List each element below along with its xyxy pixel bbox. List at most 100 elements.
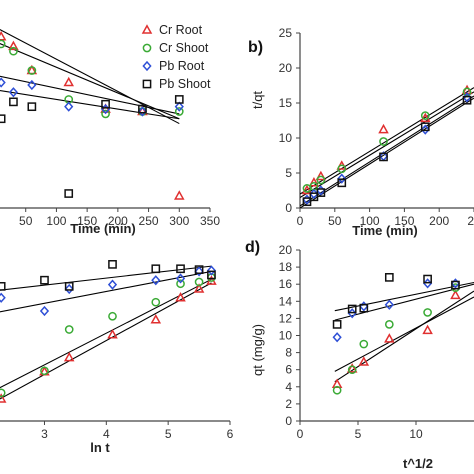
pb-shoot-point (423, 274, 432, 284)
y-tick-label: 5 (285, 166, 292, 180)
x-tick-label: 350 (200, 214, 220, 228)
y-tick-label: 20 (279, 61, 293, 75)
legend: Cr Root Cr Shoot Pb Root Pb Shoot (141, 23, 211, 91)
x-tick-label: 10 (409, 427, 423, 441)
cr-shoot-point (0, 39, 6, 49)
cr-root-point (150, 314, 162, 324)
pb-shoot-point (101, 99, 110, 109)
x-tick-label: 150 (77, 214, 97, 228)
pb-root-point (174, 101, 184, 112)
trend-line (0, 43, 180, 120)
panel-c-x-axis-label: ln t (90, 440, 110, 455)
legend-marker-shape (142, 79, 152, 89)
panel-c: 3 4 5 6 ln t (0, 260, 234, 455)
cr-shoot-point (423, 308, 432, 317)
cr-root-point (8, 40, 19, 51)
panel-d-letter: d) (245, 239, 260, 256)
x-tick-label: 6 (227, 427, 234, 441)
cr-shoot-point (462, 87, 472, 97)
panel-d-marks (331, 273, 474, 395)
x-tick-label: 5 (355, 427, 362, 441)
x-tick-label: 25 (467, 214, 474, 228)
cr-shoot-point (64, 325, 74, 334)
panel-a: 50 100 150 200 250 300 350 Time (min) (0, 29, 220, 236)
cr-shoot-point (420, 111, 430, 120)
pb-root-point (384, 299, 394, 310)
pb-root-point (0, 292, 6, 303)
trend-line (0, 75, 180, 115)
pb-shoot-point (174, 95, 184, 104)
legend-label: Pb Shoot (159, 77, 211, 91)
pb-root-point (39, 305, 50, 317)
x-tick-label: 5 (165, 427, 172, 441)
cr-root-point (63, 76, 74, 87)
cr-root-point (301, 184, 313, 195)
pb-shoot-point (384, 273, 394, 282)
pb-shoot-point (108, 260, 117, 269)
pb-root-point (107, 279, 118, 290)
trend-line (0, 270, 212, 313)
legend-label: Pb Root (159, 59, 205, 73)
panel-b: 050100150200250510152025 b) t/qt Time (m… (248, 26, 474, 238)
trend-line (334, 296, 474, 372)
trend-line (334, 281, 474, 312)
pb-root-point (27, 79, 37, 91)
panel-b-letter: b) (248, 39, 263, 56)
y-tick-label: 0 (285, 201, 292, 215)
pb-shoot-point (0, 282, 6, 291)
pb-root-point (175, 273, 186, 284)
pb-shoot-point (462, 95, 472, 105)
pb-root-point (420, 124, 430, 135)
y-tick-label: 12 (279, 311, 293, 325)
legend-item-pb-shoot: Pb Shoot (142, 77, 211, 91)
pb-shoot-point (332, 320, 342, 329)
pb-shoot-point (359, 303, 369, 313)
legend-label: Cr Root (159, 23, 203, 37)
cr-root-point (63, 351, 75, 362)
x-tick-label: 300 (169, 214, 189, 228)
pb-root-point (337, 173, 347, 184)
cr-shoot-point (194, 277, 204, 287)
trend-line (300, 95, 474, 207)
x-tick-label: 50 (328, 214, 342, 228)
cr-shoot-point (332, 385, 342, 395)
y-tick-label: 18 (279, 260, 293, 274)
cr-root-point (450, 289, 461, 300)
legend-marker-shape (142, 60, 152, 72)
pb-shoot-point (151, 264, 161, 274)
cr-root-point (193, 283, 205, 293)
pb-shoot-point (138, 104, 147, 114)
pb-root-point (151, 275, 161, 286)
cr-root-point (346, 363, 358, 373)
panel-d: 0 5 10 0 2 4 6 8 10 12 14 16 18 20 d) qt (mg/g) t^1/2 (245, 239, 474, 471)
cr-shoot-point (151, 297, 161, 307)
x-tick-label: 200 (429, 214, 449, 228)
pb-root-point (0, 77, 6, 88)
pb-root-point (359, 301, 369, 312)
pb-shoot-point (176, 264, 185, 274)
x-tick-label: 0 (297, 214, 304, 228)
trend-line (0, 90, 180, 120)
pb-shoot-point (451, 280, 460, 290)
pb-shoot-point (194, 265, 204, 274)
trend-line (0, 265, 212, 291)
cr-shoot-point (101, 109, 110, 119)
cr-root-point (422, 324, 433, 335)
y-tick-label: 6 (285, 363, 292, 377)
y-tick-label: 16 (279, 277, 293, 291)
y-tick-label: 25 (279, 26, 293, 40)
cr-root-point (315, 170, 327, 181)
trend-line (300, 91, 474, 198)
trend-line (0, 278, 212, 389)
legend-item-cr-root: Cr Root (141, 23, 203, 37)
x-tick-label: 100 (360, 214, 380, 228)
pb-shoot-point (316, 188, 326, 197)
panel-a-x-axis-label: Time (min) (70, 221, 136, 236)
pb-root-point (206, 265, 217, 276)
triangle-marker-icon (141, 24, 153, 34)
legend-marker-shape (141, 24, 153, 34)
pb-shoot-point (9, 97, 18, 107)
pb-shoot-point (347, 304, 357, 314)
cr-shoot-point (40, 366, 49, 376)
cr-shoot-point (316, 175, 326, 185)
